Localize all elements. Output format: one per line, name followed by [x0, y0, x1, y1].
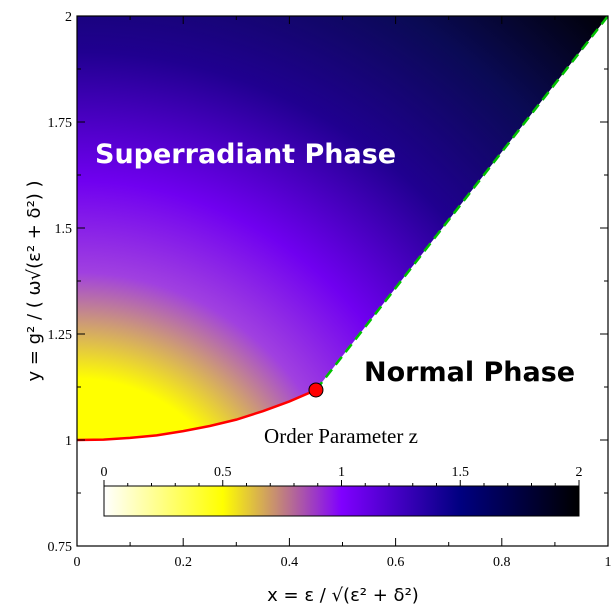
y-axis-title: y = g² / ( ω√(ε² + δ²) )	[24, 180, 45, 381]
colorbar-title: Order Parameter z	[264, 424, 418, 448]
colorbar-tick-label: 0.5	[214, 465, 232, 480]
colorbar-ticks: 0 0.5 1 1.5 2	[101, 465, 583, 486]
colorbar-tick-label: 1	[338, 465, 345, 480]
x-tick-label: 0.8	[493, 555, 511, 570]
x-tick-label: 0.6	[387, 555, 405, 570]
x-tick-label: 0.2	[174, 555, 192, 570]
y-tick-label: 2	[65, 10, 72, 25]
critical-point-marker	[308, 382, 324, 398]
x-axis-title: x = ε / √(ε² + δ²)	[267, 585, 419, 606]
x-tick-label: 0	[74, 555, 81, 570]
boundary-solid-line	[76, 388, 317, 442]
colorbar-tick-label: 2	[576, 465, 583, 480]
y-tick-label: 0.75	[48, 540, 73, 555]
y-tick-label: 1.5	[55, 222, 73, 237]
x-tick-label: 1	[605, 555, 611, 570]
x-tick-label: 0.4	[281, 555, 299, 570]
superradiant-phase-label: Superradiant Phase	[95, 139, 396, 170]
y-tick-label: 1	[65, 434, 72, 449]
colorbar-tick-label: 1.5	[452, 465, 470, 480]
plot-frame	[76, 15, 609, 547]
normal-phase-label: Normal Phase	[364, 357, 575, 388]
colorbar-tick-label: 0	[101, 465, 108, 480]
y-tick-label: 1.75	[48, 116, 73, 131]
colorbar	[103, 485, 580, 517]
y-tick-label: 1.25	[48, 328, 73, 343]
